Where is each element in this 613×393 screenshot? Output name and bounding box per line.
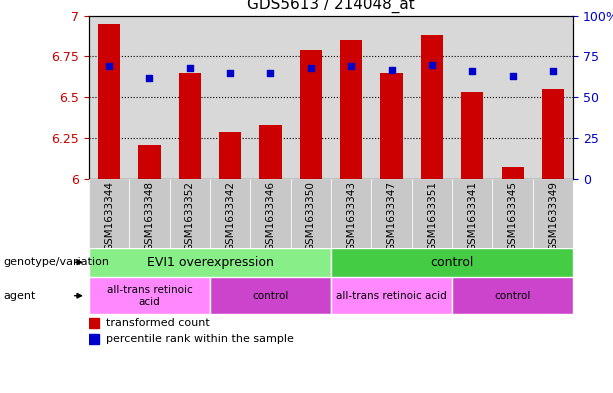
Text: GSM1633345: GSM1633345: [508, 181, 517, 251]
Bar: [331, 179, 371, 248]
Bar: [340, 40, 362, 179]
Text: GSM1633351: GSM1633351: [427, 181, 437, 251]
Point: [145, 75, 154, 81]
Point: [427, 61, 437, 68]
Text: GSM1633350: GSM1633350: [306, 181, 316, 251]
Bar: [178, 73, 201, 179]
Point: [548, 68, 558, 74]
Text: percentile rank within the sample: percentile rank within the sample: [106, 334, 294, 344]
Bar: [89, 277, 210, 314]
Text: GSM1633348: GSM1633348: [145, 181, 154, 251]
Bar: [452, 179, 492, 248]
Bar: [381, 73, 403, 179]
Bar: [412, 179, 452, 248]
Point: [225, 70, 235, 76]
Bar: [89, 318, 99, 329]
Point: [508, 73, 517, 79]
Text: control: control: [495, 291, 531, 301]
Text: EVI1 overexpression: EVI1 overexpression: [147, 256, 273, 269]
Text: GSM1633341: GSM1633341: [467, 181, 478, 251]
Bar: [291, 179, 331, 248]
Bar: [89, 179, 129, 248]
Bar: [259, 125, 281, 179]
Point: [265, 70, 275, 76]
Bar: [533, 179, 573, 248]
Bar: [331, 248, 573, 277]
Point: [346, 63, 356, 70]
Point: [185, 65, 195, 71]
Text: GSM1633342: GSM1633342: [225, 181, 235, 251]
Bar: [421, 35, 443, 179]
Point: [387, 66, 397, 73]
Bar: [300, 50, 322, 179]
Text: GSM1633344: GSM1633344: [104, 181, 114, 251]
Text: control: control: [430, 256, 474, 269]
Point: [104, 63, 114, 70]
Text: GSM1633343: GSM1633343: [346, 181, 356, 251]
Bar: [492, 179, 533, 248]
Text: control: control: [253, 291, 289, 301]
Bar: [461, 92, 484, 179]
Bar: [219, 132, 242, 179]
Text: all-trans retinoic
acid: all-trans retinoic acid: [107, 285, 192, 307]
Bar: [170, 179, 210, 248]
Text: GSM1633346: GSM1633346: [265, 181, 275, 251]
Bar: [250, 179, 291, 248]
Bar: [129, 179, 170, 248]
Title: GDS5613 / 214048_at: GDS5613 / 214048_at: [247, 0, 415, 13]
Text: all-trans retinoic acid: all-trans retinoic acid: [336, 291, 447, 301]
Bar: [210, 179, 250, 248]
Bar: [542, 89, 564, 179]
Bar: [98, 24, 120, 179]
Bar: [331, 277, 452, 314]
Point: [306, 65, 316, 71]
Bar: [89, 334, 99, 344]
Point: [467, 68, 477, 74]
Text: GSM1633352: GSM1633352: [185, 181, 195, 251]
Bar: [501, 167, 524, 179]
Text: transformed count: transformed count: [106, 318, 210, 328]
Bar: [452, 277, 573, 314]
Bar: [89, 248, 331, 277]
Text: genotype/variation: genotype/variation: [3, 257, 109, 267]
Bar: [139, 145, 161, 179]
Bar: [371, 179, 412, 248]
Text: GSM1633349: GSM1633349: [548, 181, 558, 251]
Bar: [210, 277, 331, 314]
Text: agent: agent: [3, 291, 36, 301]
Text: GSM1633347: GSM1633347: [387, 181, 397, 251]
